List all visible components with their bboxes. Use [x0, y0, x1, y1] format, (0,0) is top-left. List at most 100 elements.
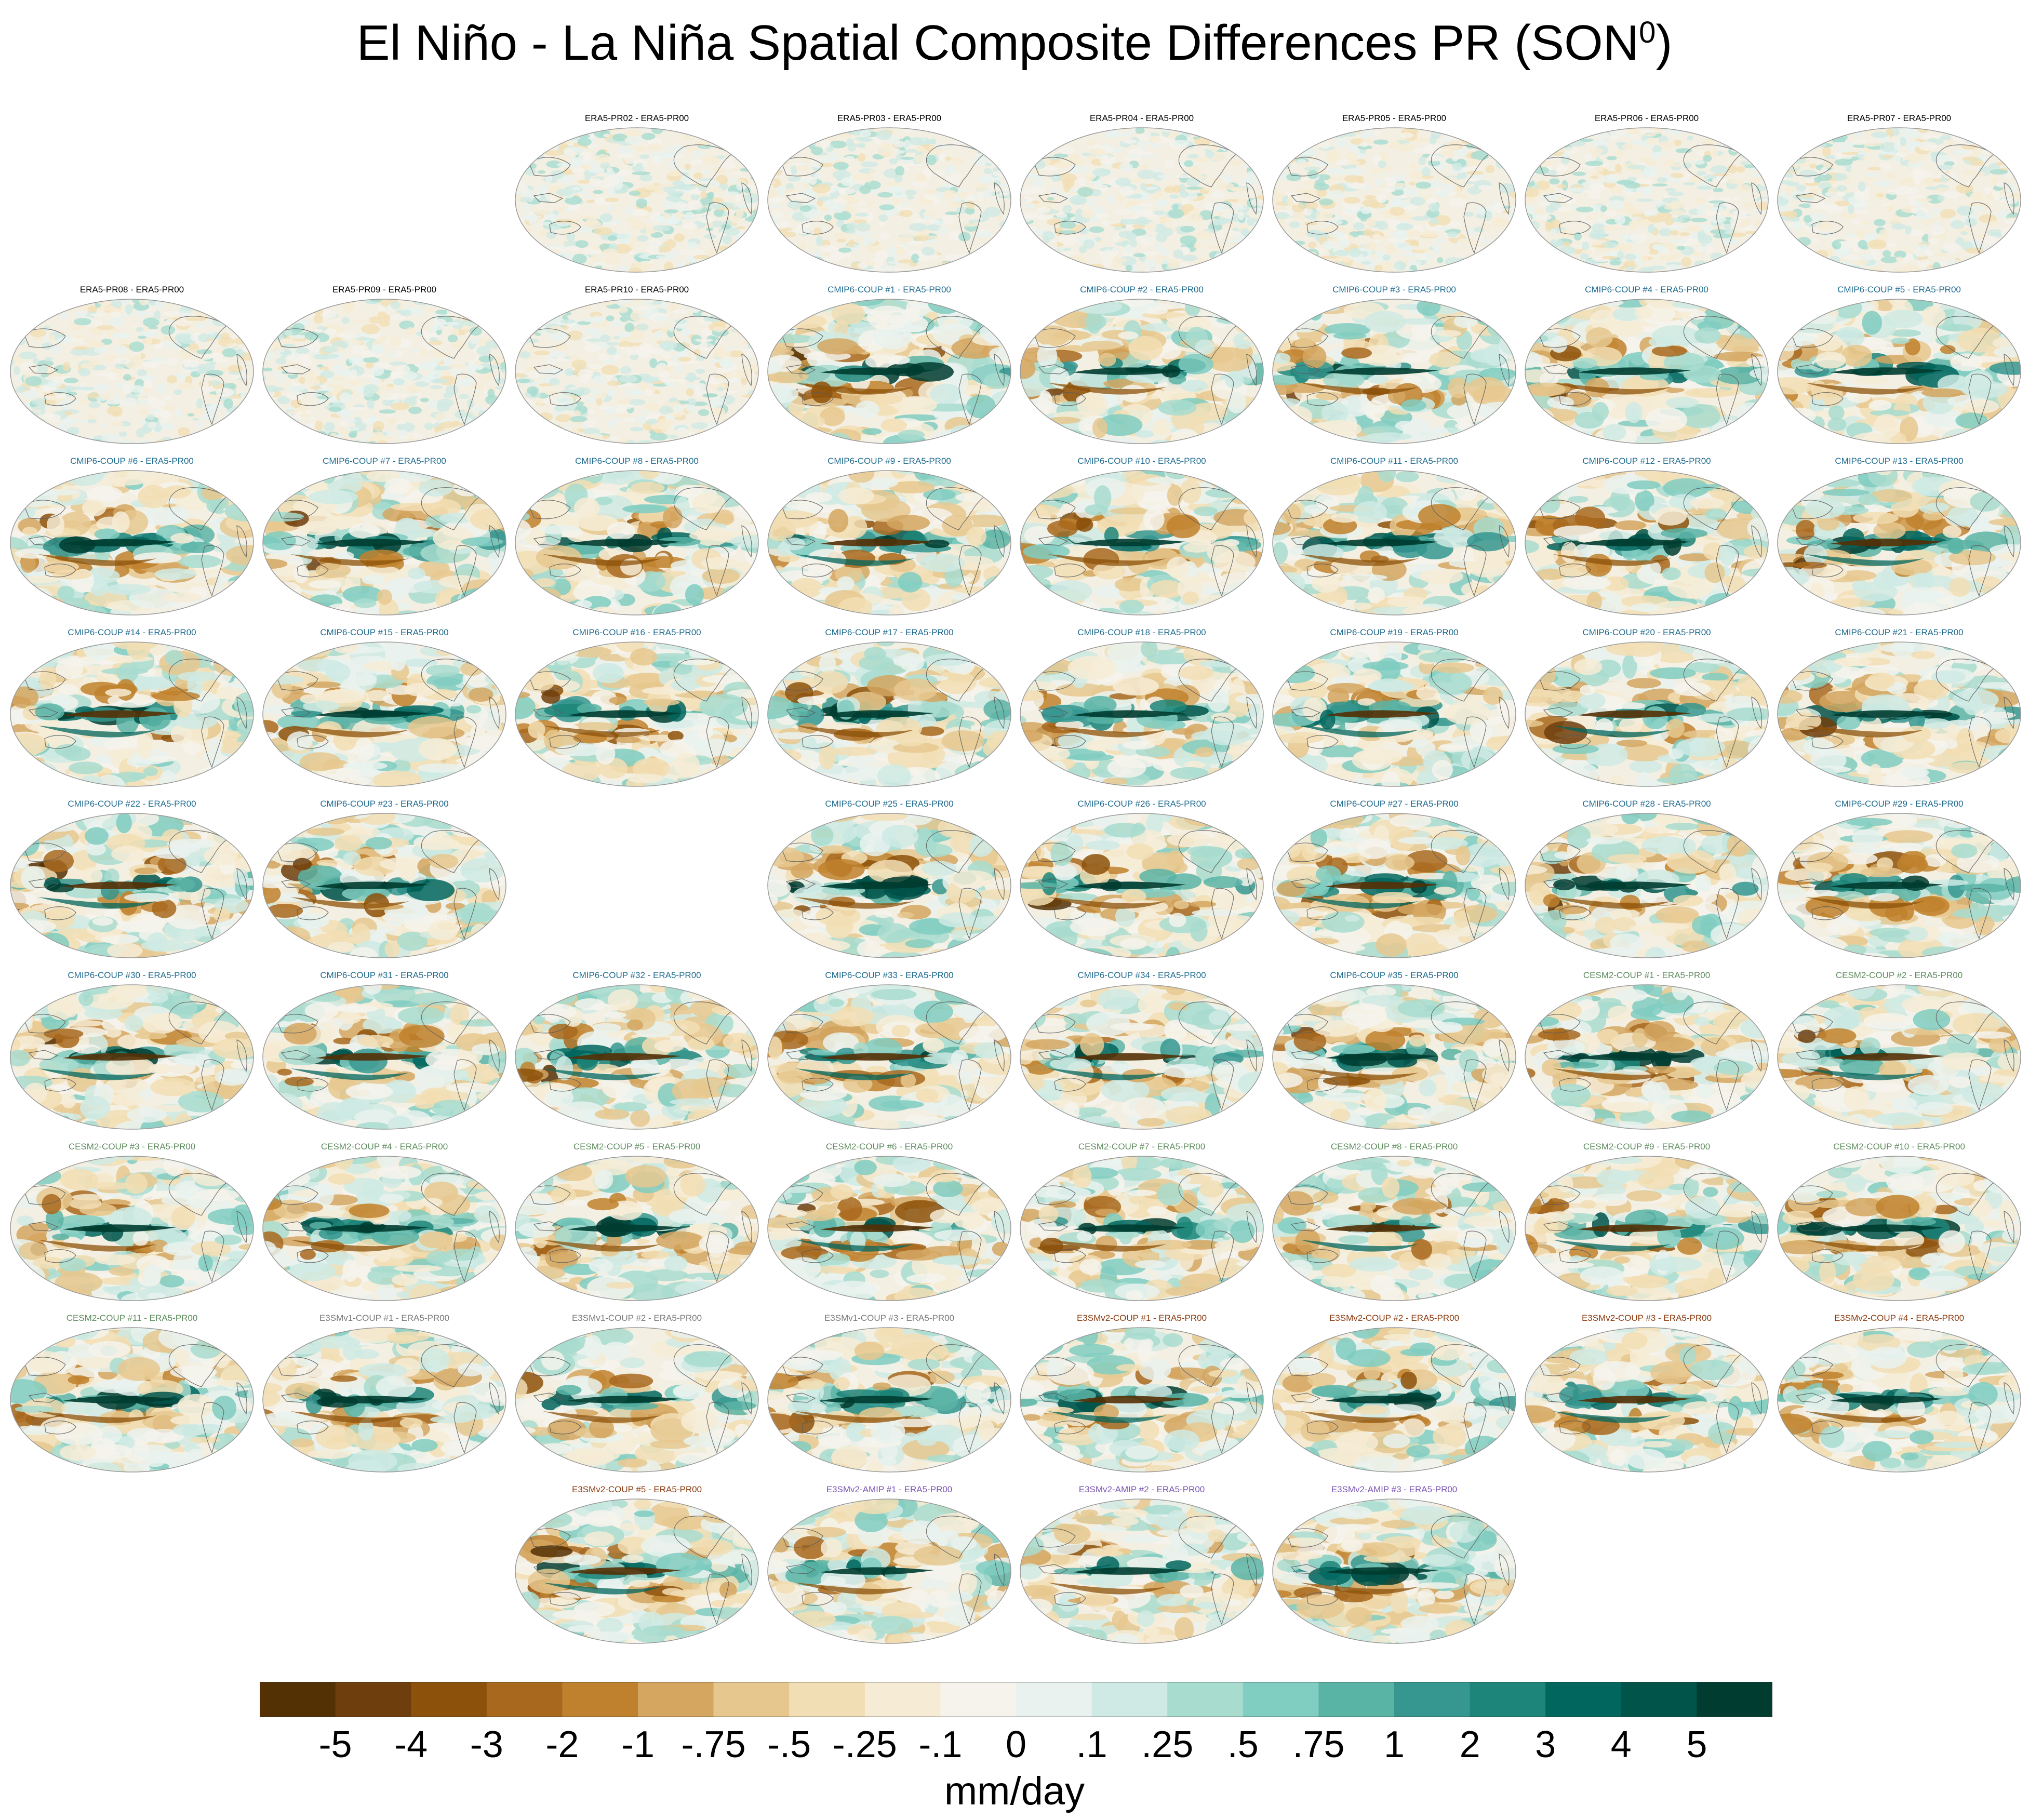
precip-difference-map — [1020, 127, 1264, 273]
precip-difference-map — [1777, 1156, 2021, 1301]
panel-title: CMIP6-COUP #7 - ERA5-PR00 — [261, 456, 508, 466]
map-panel: CESM2-COUP #11 - ERA5-PR00 — [8, 1313, 256, 1483]
colorbar-tick-label: 3 — [1535, 1723, 1556, 1766]
panel-title: ERA5-PR07 - ERA5-PR00 — [1776, 113, 2023, 124]
precip-difference-map — [10, 813, 254, 958]
panel-title: E3SMv2-COUP #4 - ERA5-PR00 — [1776, 1313, 2023, 1323]
map-panel: E3SMv2-AMIP #2 - ERA5-PR00 — [1018, 1484, 1265, 1655]
panel-title: CMIP6-COUP #17 - ERA5-PR00 — [766, 627, 1013, 638]
precip-difference-map — [1272, 641, 1516, 787]
precip-difference-map — [1525, 1156, 1769, 1301]
panel-title: CESM2-COUP #5 - ERA5-PR00 — [513, 1142, 760, 1152]
panel-title: CMIP6-COUP #21 - ERA5-PR00 — [1776, 627, 2023, 638]
panel-title: CMIP6-COUP #32 - ERA5-PR00 — [513, 970, 760, 981]
map-panel: CMIP6-COUP #18 - ERA5-PR00 — [1018, 627, 1265, 798]
map-panel: CMIP6-COUP #31 - ERA5-PR00 — [261, 970, 508, 1141]
panel-title: E3SMv2-AMIP #2 - ERA5-PR00 — [1018, 1484, 1265, 1495]
panel-title: ERA5-PR05 - ERA5-PR00 — [1271, 113, 1518, 124]
precip-difference-map — [767, 1498, 1011, 1644]
colorbar-segment — [1470, 1682, 1546, 1717]
precip-difference-map — [1525, 299, 1769, 444]
map-panel: E3SMv1-COUP #2 - ERA5-PR00 — [513, 1313, 760, 1483]
map-panel: CMIP6-COUP #25 - ERA5-PR00 — [766, 799, 1013, 969]
panel-title: CESM2-COUP #1 - ERA5-PR00 — [1523, 970, 1770, 981]
map-panel: CESM2-COUP #2 - ERA5-PR00 — [1776, 970, 2023, 1141]
panel-title: CMIP6-COUP #8 - ERA5-PR00 — [513, 456, 760, 466]
panel-title: E3SMv2-AMIP #1 - ERA5-PR00 — [766, 1484, 1013, 1495]
panel-title: ERA5-PR03 - ERA5-PR00 — [766, 113, 1013, 124]
map-panel: CMIP6-COUP #22 - ERA5-PR00 — [8, 799, 256, 969]
colorbar-segment — [1621, 1682, 1697, 1717]
title-superscript: 0 — [1639, 16, 1656, 49]
panel-title: ERA5-PR06 - ERA5-PR00 — [1523, 113, 1770, 124]
map-panel: CMIP6-COUP #32 - ERA5-PR00 — [513, 970, 760, 1141]
map-panel: CMIP6-COUP #29 - ERA5-PR00 — [1776, 799, 2023, 969]
colorbar-tick-label: 5 — [1686, 1723, 1707, 1766]
map-panel: E3SMv2-COUP #3 - ERA5-PR00 — [1523, 1313, 1770, 1483]
colorbar-tick-label: -.75 — [682, 1723, 746, 1766]
panel-title: CMIP6-COUP #9 - ERA5-PR00 — [766, 456, 1013, 466]
precip-difference-map — [767, 641, 1011, 787]
map-panel: ERA5-PR07 - ERA5-PR00 — [1776, 113, 2023, 284]
precip-difference-map — [515, 641, 759, 787]
map-panel: E3SMv2-COUP #5 - ERA5-PR00 — [513, 1484, 760, 1655]
colorbar-segment — [1243, 1682, 1319, 1717]
precip-difference-map — [1272, 813, 1516, 958]
colorbar-tick-label: -.1 — [918, 1723, 962, 1766]
colorbar-tick-label: .25 — [1141, 1723, 1193, 1766]
panel-title: ERA5-PR02 - ERA5-PR00 — [513, 113, 760, 124]
map-panel: CMIP6-COUP #2 - ERA5-PR00 — [1018, 285, 1265, 455]
panel-title: CMIP6-COUP #27 - ERA5-PR00 — [1271, 799, 1518, 809]
map-panel: CMIP6-COUP #12 - ERA5-PR00 — [1523, 456, 1770, 626]
map-panel: CESM2-COUP #5 - ERA5-PR00 — [513, 1142, 760, 1312]
precip-difference-map — [1525, 127, 1769, 273]
precip-difference-map — [1777, 984, 2021, 1130]
map-panel: CMIP6-COUP #10 - ERA5-PR00 — [1018, 456, 1265, 626]
precip-difference-map — [1777, 641, 2021, 787]
colorbar-segment — [789, 1682, 865, 1717]
panel-title: CMIP6-COUP #25 - ERA5-PR00 — [766, 799, 1013, 809]
precip-difference-map — [515, 1156, 759, 1301]
panel-title: CMIP6-COUP #29 - ERA5-PR00 — [1776, 799, 2023, 809]
colorbar-tick-label: 1 — [1384, 1723, 1405, 1766]
panel-title: CMIP6-COUP #15 - ERA5-PR00 — [261, 627, 508, 638]
colorbar-tick-label: 4 — [1611, 1723, 1632, 1766]
panel-title: CMIP6-COUP #33 - ERA5-PR00 — [766, 970, 1013, 981]
precip-difference-map — [1020, 1156, 1264, 1301]
map-panel: ERA5-PR08 - ERA5-PR00 — [8, 285, 256, 455]
precip-difference-map — [1272, 984, 1516, 1130]
precip-difference-map — [515, 1327, 759, 1473]
panel-title: CMIP6-COUP #4 - ERA5-PR00 — [1523, 285, 1770, 295]
map-panel: ERA5-PR10 - ERA5-PR00 — [513, 285, 760, 455]
map-panel: CMIP6-COUP #9 - ERA5-PR00 — [766, 456, 1013, 626]
map-panel: CESM2-COUP #3 - ERA5-PR00 — [8, 1142, 256, 1312]
precip-difference-map — [262, 641, 506, 787]
panel-title: CESM2-COUP #10 - ERA5-PR00 — [1776, 1142, 2023, 1152]
colorbar-segment — [864, 1682, 941, 1717]
map-panel: CESM2-COUP #1 - ERA5-PR00 — [1523, 970, 1770, 1141]
map-panel-grid: ERA5-PR02 - ERA5-PR00 ERA5-PR03 - ERA5-PR… — [8, 113, 2023, 1655]
precip-difference-map — [10, 1156, 254, 1301]
map-panel: CMIP6-COUP #15 - ERA5-PR00 — [261, 627, 508, 798]
panel-title: CMIP6-COUP #13 - ERA5-PR00 — [1776, 456, 2023, 466]
map-panel: ERA5-PR02 - ERA5-PR00 — [513, 113, 760, 284]
precip-difference-map — [515, 1498, 759, 1644]
panel-title: CESM2-COUP #6 - ERA5-PR00 — [766, 1142, 1013, 1152]
panel-title: CMIP6-COUP #6 - ERA5-PR00 — [8, 456, 256, 466]
panel-title: CMIP6-COUP #14 - ERA5-PR00 — [8, 627, 256, 638]
map-panel: CESM2-COUP #9 - ERA5-PR00 — [1523, 1142, 1770, 1312]
panel-title: E3SMv2-AMIP #3 - ERA5-PR00 — [1271, 1484, 1518, 1495]
precip-difference-map — [767, 984, 1011, 1130]
panel-title: CMIP6-COUP #1 - ERA5-PR00 — [766, 285, 1013, 295]
map-panel: CMIP6-COUP #28 - ERA5-PR00 — [1523, 799, 1770, 969]
colorbar-segment — [562, 1682, 638, 1717]
panel-title: CMIP6-COUP #2 - ERA5-PR00 — [1018, 285, 1265, 295]
panel-title: E3SMv1-COUP #3 - ERA5-PR00 — [766, 1313, 1013, 1323]
precip-difference-map — [1777, 299, 2021, 444]
precip-difference-map — [1020, 299, 1264, 444]
panel-title: E3SMv2-COUP #5 - ERA5-PR00 — [513, 1484, 760, 1495]
map-panel: CMIP6-COUP #35 - ERA5-PR00 — [1271, 970, 1518, 1141]
precip-difference-map — [1777, 1327, 2021, 1473]
precip-difference-map — [1525, 470, 1769, 615]
precip-difference-map — [1272, 1327, 1516, 1473]
